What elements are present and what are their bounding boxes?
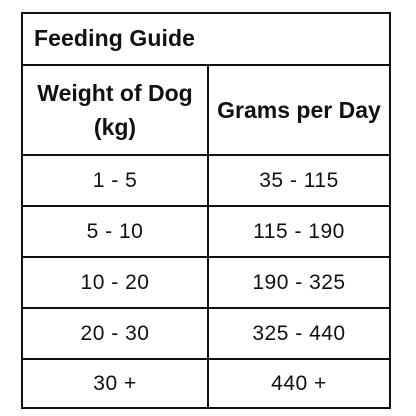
grams-cell: 190 - 325 (252, 270, 346, 294)
grams-cell: 325 - 440 (252, 321, 346, 345)
weight-cell: 10 - 20 (23, 258, 209, 307)
weight-cell: 30 + (23, 360, 209, 407)
table-title: Feeding Guide (34, 25, 196, 51)
weight-cell: 5 - 10 (23, 207, 209, 256)
header-grams: Grams per Day (217, 97, 381, 123)
table-row: 10 - 20 190 - 325 (23, 258, 389, 309)
table-title-row: Feeding Guide (23, 14, 389, 66)
grams-cell: 35 - 115 (259, 168, 339, 192)
table-row: 1 - 5 35 - 115 (23, 156, 389, 207)
grams-cell: 115 - 190 (253, 219, 345, 243)
grams-cell: 440 + (271, 371, 327, 395)
table-row: 20 - 30 325 - 440 (23, 309, 389, 360)
table-row: 30 + 440 + (23, 360, 389, 407)
weight-cell: 20 - 30 (23, 309, 209, 358)
weight-cell: 1 - 5 (23, 156, 209, 205)
table-header-row: Weight of Dog (kg) Grams per Day (23, 66, 389, 156)
feeding-guide-table: Feeding Guide Weight of Dog (kg) Grams p… (21, 12, 391, 409)
header-weight: Weight of Dog (kg) (23, 66, 209, 154)
table-row: 5 - 10 115 - 190 (23, 207, 389, 258)
